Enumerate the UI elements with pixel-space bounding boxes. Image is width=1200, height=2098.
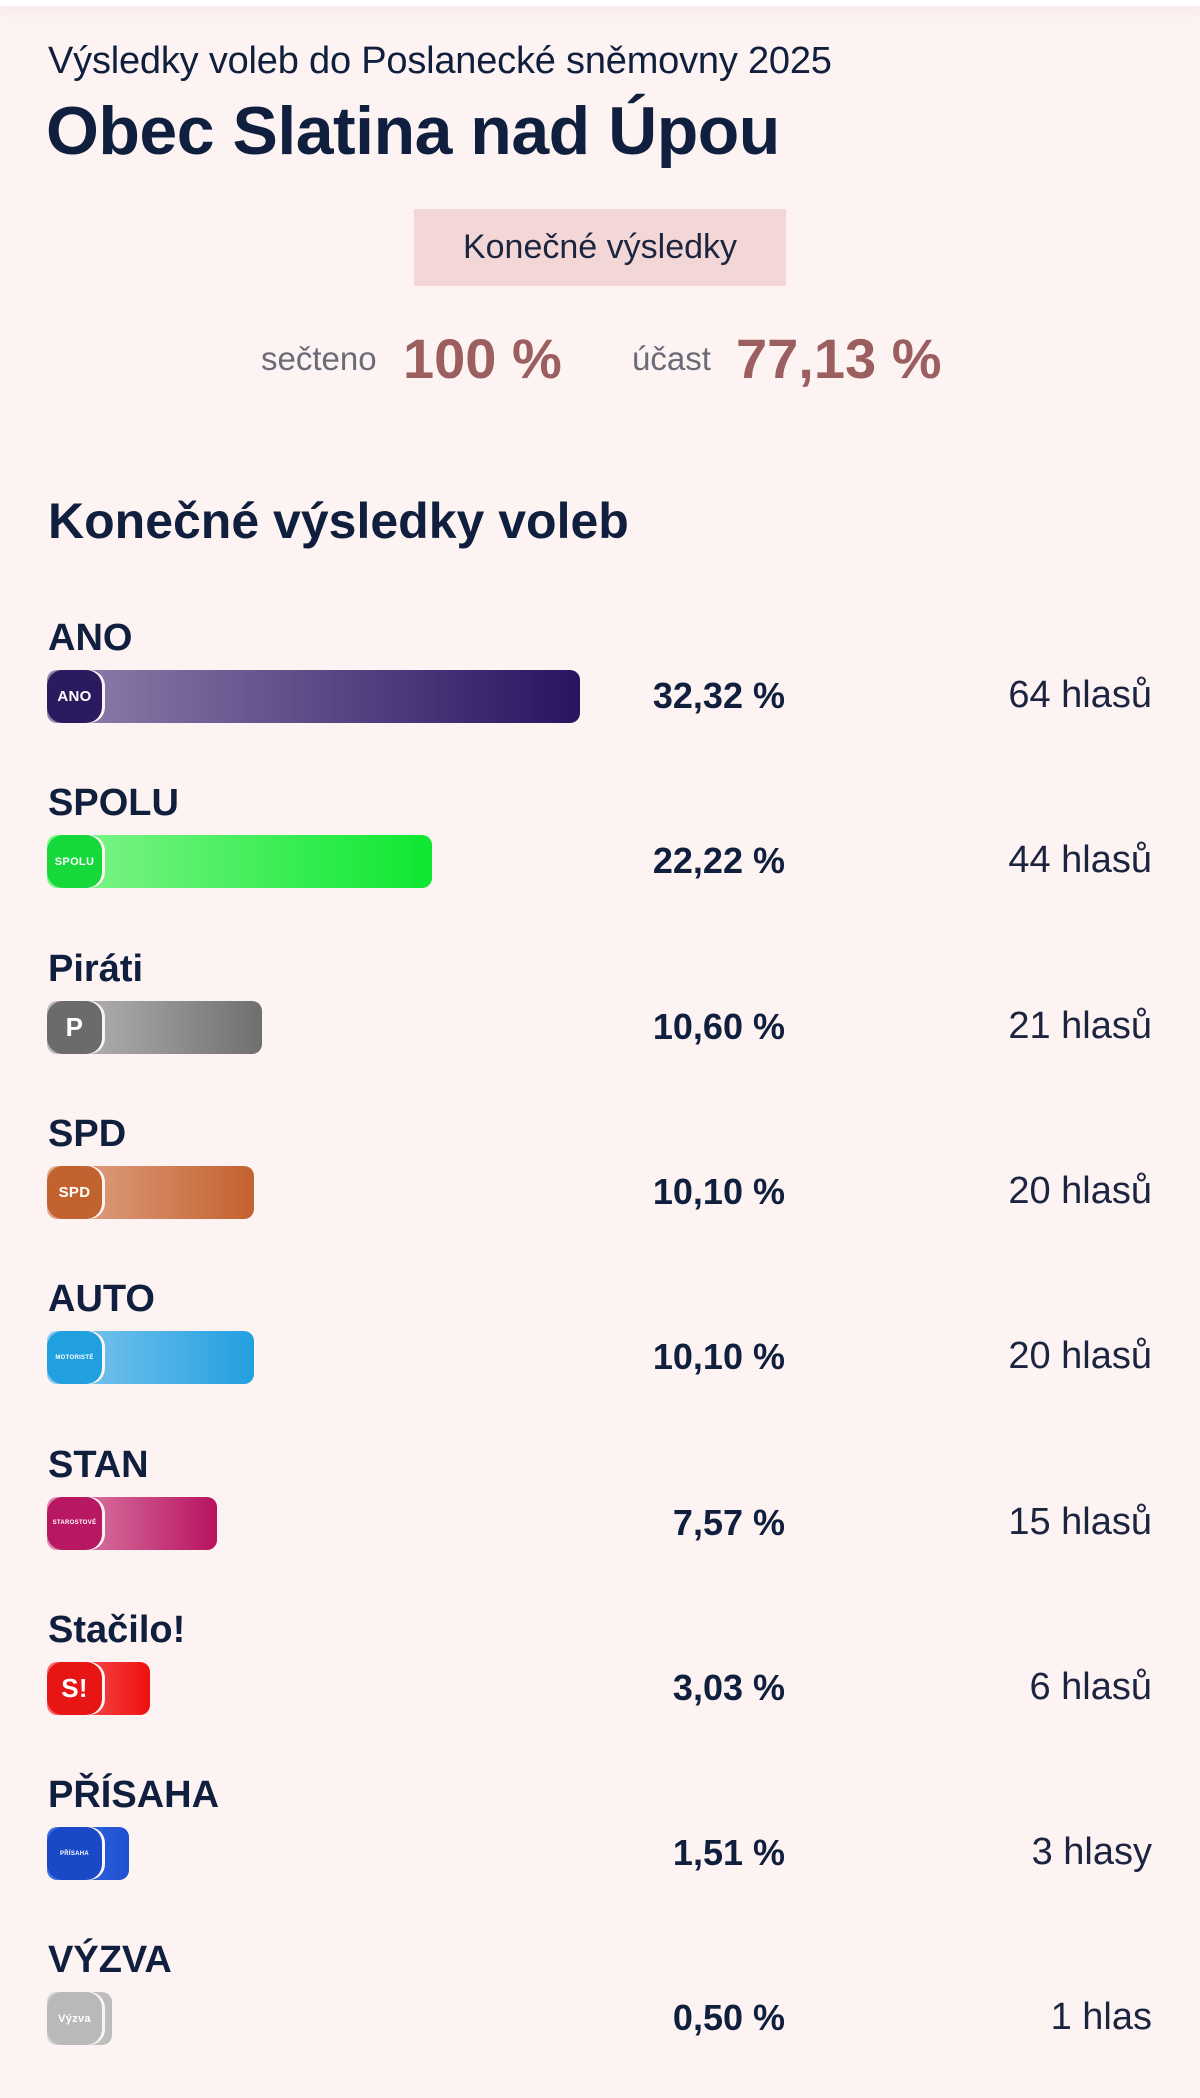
- party-name: PŘÍSAHA: [48, 1774, 220, 1817]
- party-votes: 3 hlasy: [1031, 1831, 1152, 1874]
- logo-text: SPOLU: [54, 855, 95, 868]
- page-subtitle: Výsledky voleb do Poslanecké sněmovny 20…: [48, 40, 832, 82]
- party-votes: 6 hlasů: [1029, 1665, 1152, 1708]
- party-row-spolu: SPOLU SPOLU 22,22 % 44 hlasů: [0, 782, 1200, 922]
- party-votes: 21 hlasů: [1008, 1004, 1152, 1047]
- logo-text: Výzva: [58, 2012, 91, 2025]
- party-percent: 22,22 %: [652, 840, 785, 882]
- party-name: Piráti: [48, 947, 144, 990]
- party-row-přísaha: PŘÍSAHA PŘÍSAHA 1,51 % 3 hlasy: [0, 1774, 1200, 1914]
- party-name: STAN: [48, 1443, 149, 1486]
- party-percent: 10,10 %: [652, 1170, 785, 1212]
- logo-text: PŘÍSAHA: [59, 1850, 90, 1857]
- party-percent: 1,51 %: [672, 1832, 785, 1874]
- party-percent: 0,50 %: [672, 1997, 785, 2039]
- party-name: AUTO: [48, 1278, 155, 1321]
- party-name: Stačilo!: [48, 1608, 186, 1651]
- bar-fill: [47, 835, 432, 889]
- top-bar: [0, 0, 1200, 6]
- logo-text: ANO: [57, 688, 92, 705]
- party-percent: 10,60 %: [652, 1005, 785, 1047]
- party-row-výzva: VÝZVA Výzva 0,50 % 1 hlas: [0, 1939, 1200, 2079]
- party-logo-spolu-icon: SPOLU: [47, 835, 102, 889]
- party-row-stačilo!: Stačilo! S! 3,03 % 6 hlasů: [0, 1609, 1200, 1749]
- party-votes: 20 hlasů: [1008, 1335, 1152, 1378]
- logo-text: STAROSTOVÉ: [52, 1520, 97, 1526]
- party-votes: 64 hlasů: [1008, 674, 1152, 716]
- party-votes: 15 hlasů: [1008, 1500, 1152, 1543]
- party-votes: 44 hlasů: [1008, 839, 1152, 882]
- logo-text: SPD: [58, 1183, 91, 1201]
- counted-value: 100 %: [403, 327, 562, 390]
- party-percent: 7,57 %: [672, 1501, 785, 1543]
- party-votes: 1 hlas: [1050, 1996, 1152, 2039]
- party-logo-spd-icon: SPD: [47, 1165, 102, 1219]
- party-logo-stan-icon: STAROSTOVÉ: [47, 1496, 102, 1550]
- party-name: SPOLU: [48, 782, 179, 825]
- party-row-piráti: Piráti P 10,60 % 21 hlasů: [0, 948, 1200, 1088]
- party-logo-přísaha-icon: PŘÍSAHA: [47, 1827, 102, 1881]
- party-row-spd: SPD SPD 10,10 % 20 hlasů: [0, 1113, 1200, 1253]
- party-logo-auto-icon: MOTORISTÉ: [47, 1331, 102, 1385]
- party-name: VÝZVA: [48, 1939, 172, 1982]
- party-votes: 20 hlasů: [1008, 1169, 1152, 1212]
- page-title: Obec Slatina nad Úpou: [46, 93, 780, 169]
- turnout-value: 77,13 %: [736, 327, 942, 390]
- logo-text: P: [65, 1011, 84, 1042]
- party-percent: 32,32 %: [652, 675, 785, 716]
- status-badge: Konečné výsledky: [414, 209, 786, 286]
- party-logo-ano-icon: ANO: [47, 670, 102, 723]
- party-row-auto: AUTO MOTORISTÉ 10,10 % 20 hlasů: [0, 1278, 1200, 1418]
- logo-text: S!: [61, 1672, 88, 1703]
- party-percent: 3,03 %: [672, 1666, 785, 1708]
- party-logo-výzva-icon: Výzva: [47, 1992, 102, 2046]
- turnout-label: účast: [632, 340, 711, 377]
- bar-fill: [47, 670, 580, 723]
- results-heading: Konečné výsledky voleb: [48, 493, 629, 549]
- party-name: ANO: [48, 617, 133, 659]
- logo-text: MOTORISTÉ: [55, 1354, 94, 1361]
- stats-row: sečteno 100 % účast 77,13 %: [0, 326, 1200, 390]
- counted-label: sečteno: [261, 340, 377, 377]
- party-logo-piráti-icon: P: [47, 1000, 102, 1054]
- party-logo-stačilo!-icon: S!: [47, 1661, 102, 1715]
- party-percent: 10,10 %: [652, 1336, 785, 1378]
- party-row-ano: ANO ANO 32,32 % 64 hlasů: [0, 617, 1200, 757]
- party-name: SPD: [48, 1112, 127, 1155]
- party-row-stan: STAN STAROSTOVÉ 7,57 % 15 hlasů: [0, 1444, 1200, 1584]
